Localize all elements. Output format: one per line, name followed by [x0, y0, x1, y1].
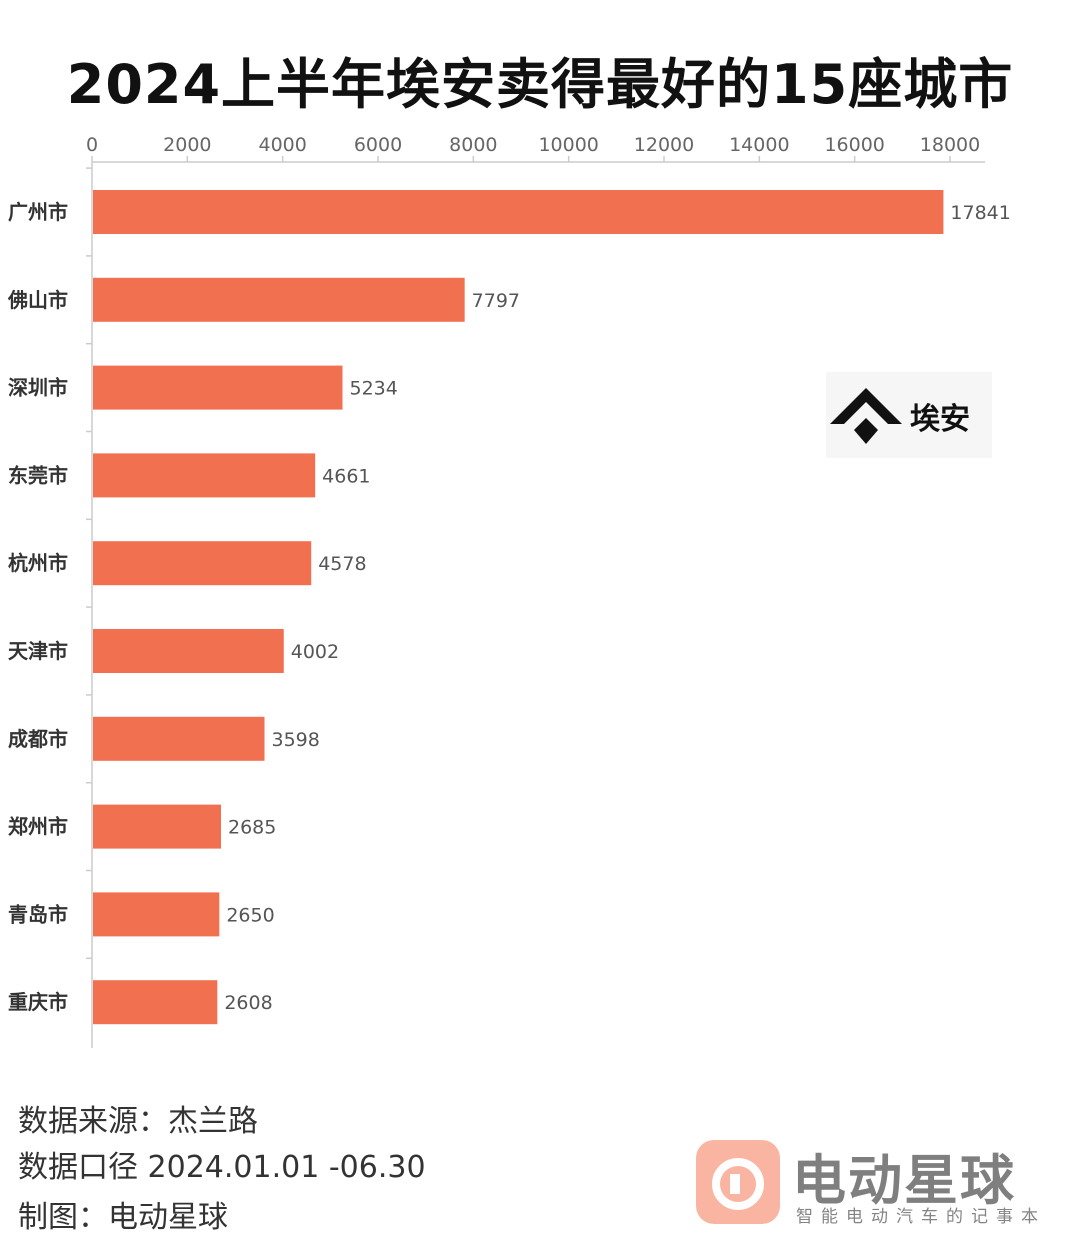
bar: [93, 716, 265, 761]
category-label: 佛山市: [7, 288, 68, 312]
x-tick-label: 12000: [634, 134, 694, 156]
bar: [93, 541, 312, 586]
value-label: 4578: [318, 553, 366, 575]
category-label: 广州市: [8, 200, 68, 224]
category-label: 天津市: [8, 639, 68, 663]
bar-chart: 0 2000 4000 6000 8000 10000 12000 14000 16000 180…: [7, 134, 1011, 1048]
brand-watermark-slogan: 智能电动汽车的记事本: [796, 1207, 1046, 1227]
bar: [93, 629, 284, 673]
category-label: 成都市: [8, 727, 68, 751]
x-tick-label: 8000: [449, 134, 497, 156]
value-label: 7797: [472, 290, 520, 312]
category-label: 郑州市: [8, 815, 68, 839]
x-tick-label: 10000: [538, 134, 598, 156]
bar: [93, 980, 218, 1025]
bar: [93, 277, 465, 322]
value-label: 4661: [322, 465, 370, 487]
chart-credit-note: 制图：电动星球: [18, 1200, 228, 1235]
chart-title: 2024上半年埃安卖得最好的15座城市: [66, 53, 1014, 116]
brand-watermark-name: 电动星球: [792, 1149, 1016, 1212]
bar: [93, 365, 343, 410]
x-tick-label: 16000: [824, 134, 884, 156]
value-label: 3598: [272, 729, 320, 751]
x-tick-label: 2000: [163, 134, 211, 156]
x-tick-label: 6000: [354, 134, 402, 156]
category-label: 重庆市: [8, 990, 68, 1014]
category-label: 杭州市: [8, 551, 68, 575]
value-label: 5234: [349, 378, 397, 400]
brand-watermark: 电动星球 智能电动汽车的记事本: [696, 1138, 1066, 1234]
value-label: 2650: [226, 904, 274, 926]
bar: [93, 804, 221, 849]
category-label: 东莞市: [8, 463, 68, 487]
aion-logo-mark-icon: [830, 388, 902, 444]
x-tick-label: 18000: [920, 134, 980, 156]
x-tick-label: 14000: [729, 134, 789, 156]
bar: [93, 453, 316, 498]
value-label: 17841: [950, 202, 1010, 224]
x-tick-label: 4000: [258, 134, 306, 156]
value-label: 2608: [224, 992, 272, 1014]
value-label: 2685: [228, 817, 276, 839]
data-period-note: 数据口径 2024.01.01 -06.30: [18, 1150, 426, 1185]
brand-watermark-icon: [696, 1140, 780, 1224]
aion-logo-name: 埃安: [910, 402, 970, 437]
category-label: 深圳市: [8, 376, 68, 400]
value-label: 4002: [291, 641, 339, 663]
x-tick-label: 0: [86, 134, 98, 156]
category-label: 青岛市: [8, 902, 68, 926]
bar: [93, 190, 944, 234]
data-source-note: 数据来源：杰兰路: [18, 1104, 258, 1139]
bar: [93, 892, 220, 937]
aion-logo: 埃安: [826, 372, 992, 458]
